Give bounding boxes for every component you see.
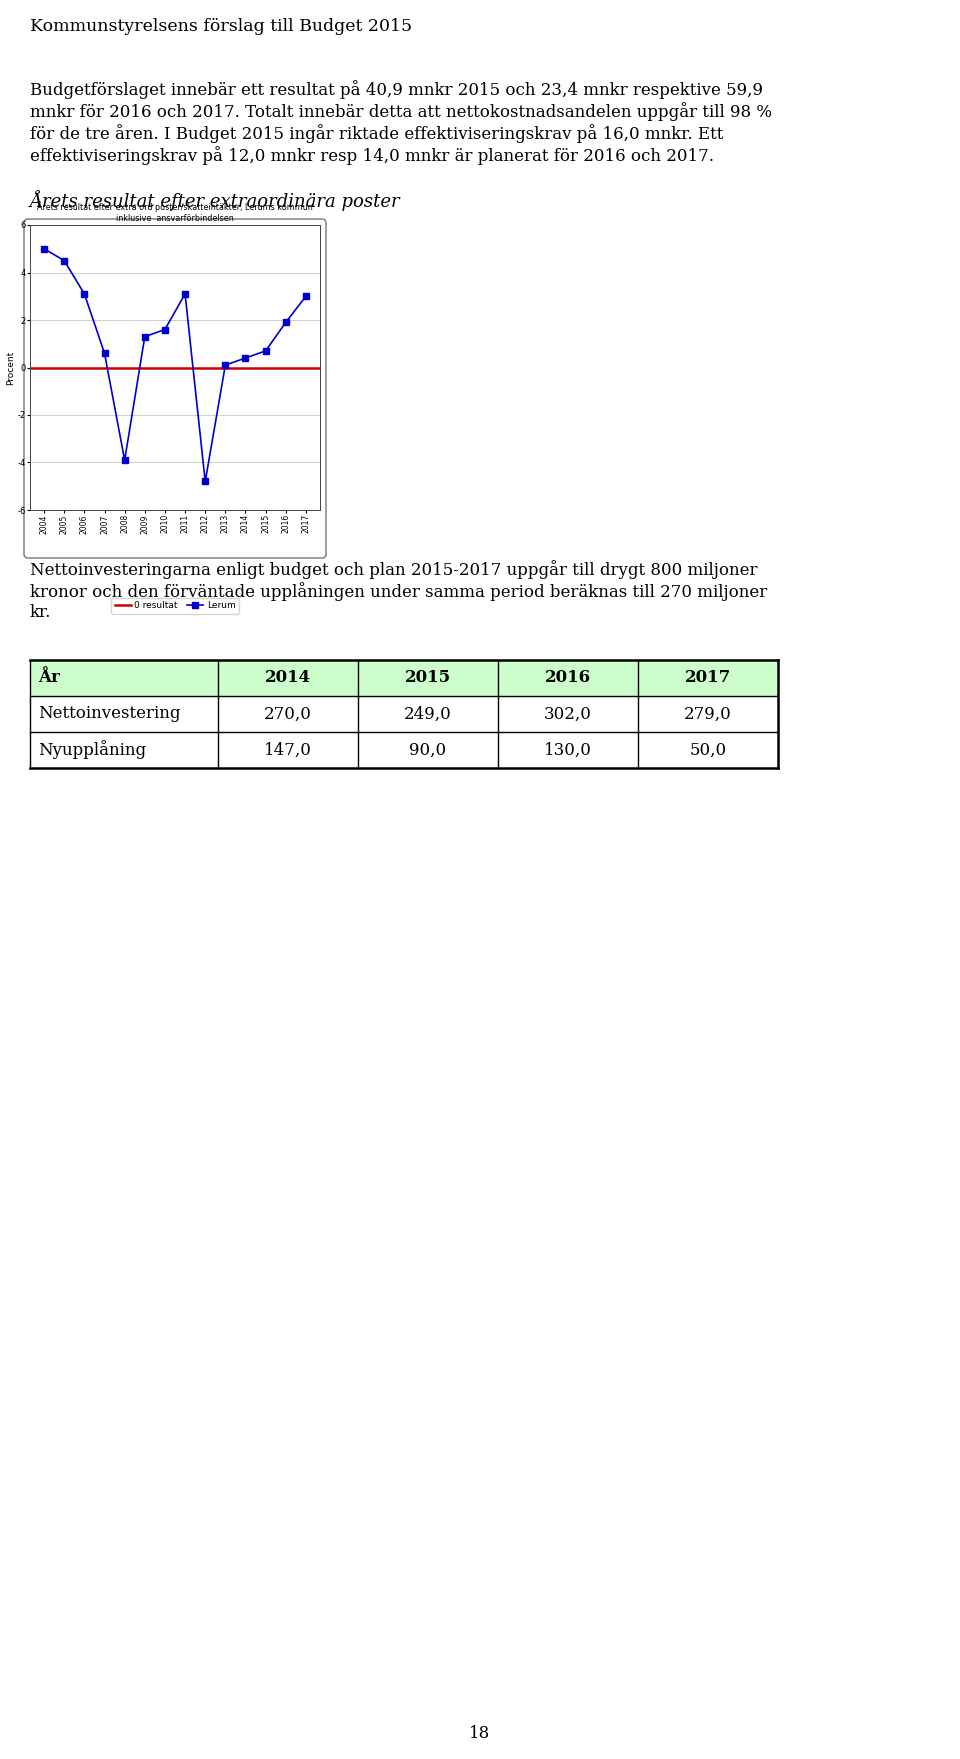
Legend: 0 resultat, Lerum: 0 resultat, Lerum	[111, 598, 239, 614]
Text: Årets resultat efter extraordinära poster: Årets resultat efter extraordinära poste…	[30, 190, 400, 211]
Text: 2017: 2017	[684, 670, 732, 686]
Text: kronor och den förväntade upplåningen under samma period beräknas till 270 miljo: kronor och den förväntade upplåningen un…	[30, 582, 767, 602]
Y-axis label: Procent: Procent	[6, 350, 14, 385]
Text: 130,0: 130,0	[544, 742, 592, 758]
Text: 2016: 2016	[545, 670, 591, 686]
Title: Årets resultat efter extra ord poster/skatteintäkter, Lerums kommun
inklusive  a: Årets resultat efter extra ord poster/sk…	[37, 202, 313, 223]
Text: 2014: 2014	[265, 670, 311, 686]
Text: 270,0: 270,0	[264, 705, 312, 723]
Text: kr.: kr.	[30, 603, 52, 621]
Text: Budgetförslaget innebär ett resultat på 40,9 mnkr 2015 och 23,4 mnkr respektive : Budgetförslaget innebär ett resultat på …	[30, 79, 763, 99]
Text: 302,0: 302,0	[544, 705, 592, 723]
Text: Kommunstyrelsens förslag till Budget 2015: Kommunstyrelsens förslag till Budget 201…	[30, 18, 412, 35]
Text: 50,0: 50,0	[689, 742, 727, 758]
Text: 249,0: 249,0	[404, 705, 452, 723]
Text: 279,0: 279,0	[684, 705, 732, 723]
Text: för de tre åren. I Budget 2015 ingår riktade effektiviseringskrav på 16,0 mnkr. : för de tre åren. I Budget 2015 ingår rik…	[30, 123, 724, 142]
Text: effektiviseringskrav på 12,0 mnkr resp 14,0 mnkr är planerat för 2016 och 2017.: effektiviseringskrav på 12,0 mnkr resp 1…	[30, 146, 714, 165]
Text: mnkr för 2016 och 2017. Totalt innebär detta att nettokostnadsandelen uppgår til: mnkr för 2016 och 2017. Totalt innebär d…	[30, 102, 772, 121]
Text: Nettoinvestering: Nettoinvestering	[38, 705, 180, 723]
Text: 18: 18	[469, 1726, 491, 1741]
Text: 147,0: 147,0	[264, 742, 312, 758]
Text: Nettoinvesteringarna enligt budget och plan 2015-2017 uppgår till drygt 800 milj: Nettoinvesteringarna enligt budget och p…	[30, 559, 757, 579]
Bar	[30, 660, 778, 697]
Text: 90,0: 90,0	[409, 742, 446, 758]
Text: 2015: 2015	[405, 670, 451, 686]
Text: Nyupplåning: Nyupplåning	[38, 741, 146, 760]
Text: År: År	[38, 670, 60, 686]
